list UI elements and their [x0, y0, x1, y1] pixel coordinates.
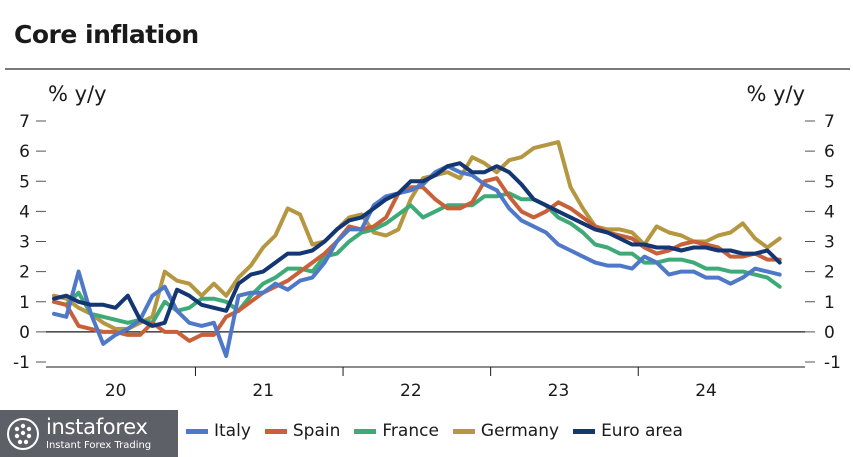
y-tick-label-right: 1 [824, 293, 835, 313]
y-tick-label-right: 0 [824, 323, 835, 343]
legend-item-italy: Italy [186, 421, 251, 441]
legend-label: Germany [480, 421, 560, 441]
y-tick-label-left: 0 [19, 323, 30, 343]
legend-swatch [186, 428, 208, 434]
x-tick-label: 24 [695, 381, 717, 401]
y-tick-label-right: 3 [824, 233, 835, 253]
y-tick-label-right: 4 [824, 202, 835, 222]
x-tick-label: 21 [252, 381, 274, 401]
series-line-italy [52, 164, 782, 358]
legend-swatch [354, 428, 377, 434]
watermark-tagline: Instant Forex Trading [46, 439, 152, 451]
y-axis-label-right: % y/y [746, 82, 805, 106]
chart-title: Core inflation [14, 20, 199, 49]
instaforex-logo-icon [7, 417, 39, 450]
legend-label: Spain [292, 421, 341, 441]
x-tick-label: 20 [105, 381, 127, 401]
series-line-germany [52, 140, 782, 331]
watermark-brand: instaforex [46, 414, 148, 439]
y-tick-label-left: 7 [19, 112, 30, 132]
y-tick-label-left: 3 [19, 233, 30, 253]
y-tick-label-left: -1 [13, 353, 30, 373]
y-tick-label-left: 6 [19, 142, 30, 162]
legend-label: France [382, 421, 439, 441]
legend-swatch [452, 428, 475, 434]
legend-item-germany: Germany [452, 421, 560, 441]
legend-item-spain: Spain [264, 421, 341, 441]
y-tick-label-left: 5 [19, 172, 30, 192]
legend-label: Italy [214, 421, 251, 441]
chart-legend: Italy Spain France Germany Euro area [186, 421, 697, 441]
legend-swatch [573, 428, 596, 434]
y-tick-label-left: 2 [19, 263, 30, 283]
y-tick-label-right: 6 [824, 142, 835, 162]
title-divider [5, 68, 850, 70]
y-tick-label-right: 2 [824, 263, 835, 283]
x-tick-label: 22 [400, 381, 422, 401]
legend-item-euro-area: Euro area [573, 421, 683, 441]
y-tick-label-right: 5 [824, 172, 835, 192]
y-tick-label-right: 7 [824, 112, 835, 132]
series-line-euro-area [52, 161, 782, 328]
legend-item-france: France [354, 421, 439, 441]
y-tick-label-right: -1 [824, 353, 841, 373]
legend-label: Euro area [601, 421, 683, 441]
series-line-france [52, 191, 782, 325]
watermark: instaforex Instant Forex Trading [0, 410, 178, 457]
y-tick-label-left: 1 [19, 293, 30, 313]
x-tick-label: 23 [548, 381, 570, 401]
y-axis-label-left: % y/y [48, 82, 107, 106]
y-tick-label-left: 4 [19, 202, 30, 222]
legend-swatch [264, 428, 287, 434]
